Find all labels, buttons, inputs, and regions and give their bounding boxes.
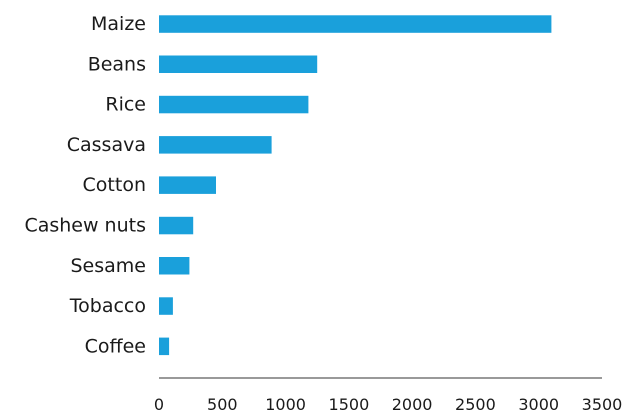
bar-cotton: [159, 176, 216, 194]
bar-sesame: [159, 257, 190, 275]
x-tick-label-2500: 2500: [455, 395, 496, 414]
x-tick-label-3500: 3500: [582, 395, 623, 414]
category-label-cotton: Cotton: [83, 174, 146, 196]
category-label-cassava: Cassava: [67, 134, 146, 156]
bar-maize: [159, 15, 552, 33]
category-label-maize: Maize: [91, 13, 146, 35]
category-label-coffee: Coffee: [85, 335, 146, 357]
category-label-beans: Beans: [88, 53, 146, 75]
bar-beans: [159, 55, 318, 73]
category-label-cashew-nuts: Cashew nuts: [24, 215, 146, 237]
category-label-sesame: Sesame: [71, 255, 147, 277]
bar-cassava: [159, 136, 272, 154]
category-label-tobacco: Tobacco: [69, 295, 146, 317]
x-tick-label-0: 0: [154, 395, 164, 414]
bar-cashew-nuts: [159, 216, 194, 235]
x-tick-label-3000: 3000: [518, 395, 559, 414]
x-tick-label-1000: 1000: [265, 395, 306, 414]
bar-rice: [159, 95, 309, 114]
x-tick-label-1500: 1500: [329, 395, 370, 414]
x-tick-label-2000: 2000: [392, 395, 433, 414]
bars-group: [159, 15, 552, 356]
category-labels-group: Maize Beans Rice Cassava Cotton Cashew nuts Se…: [24, 13, 146, 357]
bar-coffee: [159, 337, 170, 356]
category-label-rice: Rice: [105, 94, 146, 116]
x-tick-labels-group: 0 500 1000 1500 2000 2500 3000 3500: [154, 395, 622, 414]
bar-tobacco: [159, 297, 173, 315]
x-tick-label-500: 500: [207, 395, 238, 414]
